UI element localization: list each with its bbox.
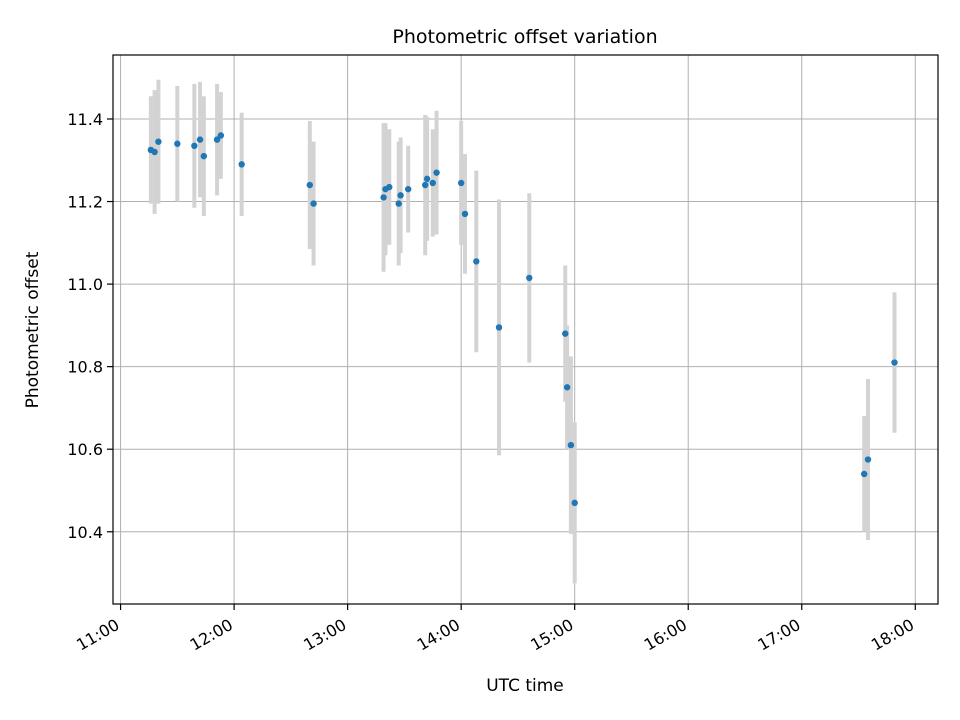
- data-point: [864, 456, 872, 463]
- data-point: [562, 330, 569, 337]
- data-point: [397, 192, 404, 199]
- data-point: [891, 359, 898, 366]
- data-point: [306, 181, 313, 189]
- y-tick-label: 10.8: [67, 358, 103, 377]
- data-point: [174, 140, 181, 147]
- data-point: [151, 148, 158, 156]
- data-point: [386, 183, 393, 191]
- data-point: [395, 200, 402, 207]
- data-point: [563, 384, 571, 391]
- data-point: [217, 132, 225, 139]
- data-point: [404, 185, 412, 193]
- data-point: [310, 200, 317, 207]
- data-point: [461, 210, 469, 218]
- y-tick-label: 11.0: [67, 275, 103, 294]
- y-tick-label: 11.4: [67, 110, 103, 129]
- y-tick-label: 11.2: [67, 193, 103, 212]
- grid: [113, 55, 938, 604]
- data-point: [200, 152, 208, 160]
- data-point: [457, 179, 465, 187]
- chart-title: Photometric offset variation: [392, 26, 657, 48]
- data-point: [433, 169, 440, 176]
- data-points: [147, 132, 898, 507]
- data-point: [423, 175, 431, 183]
- data-point: [495, 324, 503, 331]
- data-point: [473, 258, 480, 265]
- data-point: [861, 470, 868, 478]
- data-point: [571, 499, 578, 507]
- x-axis-label: UTC time: [486, 676, 564, 696]
- y-tick-label: 10.6: [67, 440, 103, 459]
- data-point: [191, 142, 198, 150]
- data-point: [213, 136, 221, 143]
- y-axis-ticks: 10.4 10.6 10.8 11.0 11.2 11.4: [67, 110, 113, 542]
- plot-frame: [112, 54, 939, 605]
- data-point: [429, 179, 436, 187]
- data-point: [380, 194, 387, 201]
- data-point: [155, 138, 162, 145]
- data-point: [238, 161, 245, 168]
- data-point: [422, 181, 429, 189]
- y-tick-label: 10.4: [67, 523, 103, 542]
- y-axis-label: Photometric offset: [23, 251, 43, 408]
- data-point: [567, 441, 575, 449]
- data-point: [196, 136, 204, 143]
- data-point: [526, 274, 533, 282]
